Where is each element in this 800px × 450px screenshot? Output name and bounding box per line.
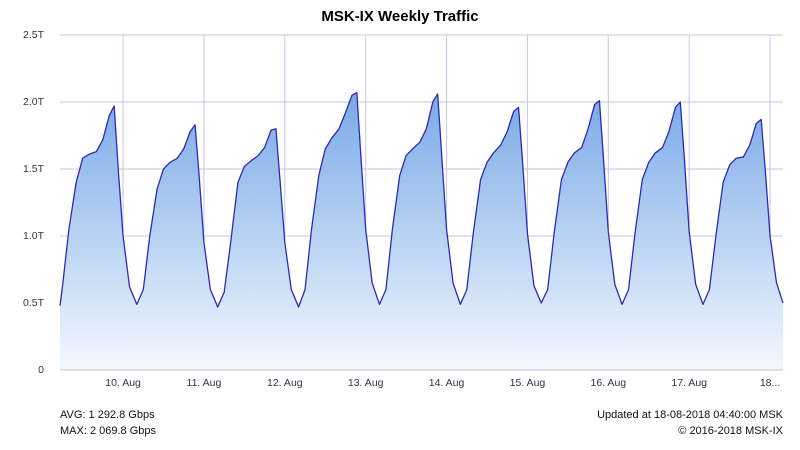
y-tick-label: 0 — [38, 364, 44, 376]
y-tick-label: 1.0T — [23, 230, 45, 242]
max-label: MAX: 2 069.8 Gbps — [60, 425, 156, 437]
x-tick-label: 13. Aug — [348, 377, 384, 389]
x-tick-label: 16. Aug — [591, 377, 627, 389]
y-tick-label: 0.5T — [23, 297, 45, 309]
x-tick-label: 18... — [760, 377, 780, 389]
x-tick-label: 10. Aug — [105, 377, 141, 389]
axes: 0 0.5T 1.0T 1.5T 2.0T 2.5T 10. Aug 11. Aug 12. A… — [23, 29, 783, 389]
x-tick-label: 11. Aug — [187, 377, 222, 389]
y-tick-label: 1.5T — [23, 163, 45, 175]
traffic-line — [59, 91, 784, 308]
y-tick-label: 2.0T — [23, 96, 45, 108]
updated-label: Updated at 18-08-2018 04:40:00 MSK — [597, 409, 784, 421]
chart-title: MSK-IX Weekly Traffic — [321, 8, 478, 25]
area-fill — [60, 92, 783, 371]
x-tick-label: 14. Aug — [429, 377, 465, 389]
y-tick-label: 2.5T — [23, 29, 45, 41]
plot — [59, 91, 784, 371]
x-tick-label: 15. Aug — [510, 377, 546, 389]
x-tick-label: 17. Aug — [671, 377, 707, 389]
copyright: © 2016-2018 MSK-IX — [678, 425, 783, 437]
avg-label: AVG: 1 292.8 Gbps — [60, 409, 155, 421]
x-tick-label: 12. Aug — [267, 377, 303, 389]
